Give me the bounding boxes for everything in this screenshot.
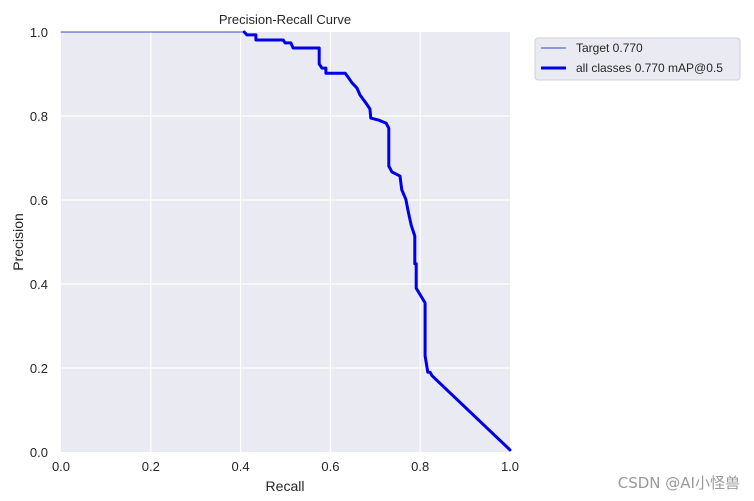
y-tick-label: 0.0 (30, 445, 48, 460)
x-tick-label: 0.6 (321, 459, 339, 474)
x-tick-label: 0.4 (232, 459, 250, 474)
x-tick-label: 0.8 (411, 459, 429, 474)
plot-area (61, 32, 510, 452)
y-tick-label: 0.6 (30, 193, 48, 208)
y-tick-label: 0.2 (30, 361, 48, 376)
watermark: CSDN @AI小怪兽 (617, 474, 740, 492)
x-tick-label: 0.0 (52, 459, 70, 474)
legend-box (534, 37, 741, 81)
legend-item-all-classes: all classes 0.770 mAP@0.5 (576, 61, 723, 75)
x-axis-label: Recall (266, 478, 305, 494)
grid-lines (61, 32, 510, 452)
y-axis-label: Precision (10, 213, 26, 271)
y-axis-ticks: 0.0 0.2 0.4 0.6 0.8 1.0 (30, 25, 48, 460)
all-classes-curve-line (242, 30, 512, 452)
y-tick-label: 0.8 (30, 109, 48, 124)
legend-item-target: Target 0.770 (576, 41, 643, 55)
x-axis-ticks: 0.0 0.2 0.4 0.6 0.8 1.0 (52, 459, 519, 474)
x-tick-label: 1.0 (501, 459, 519, 474)
chart-title: Precision-Recall Curve (219, 12, 351, 27)
y-tick-label: 0.4 (30, 277, 48, 292)
legend: Target 0.770 all classes 0.770 mAP@0.5 (534, 37, 741, 81)
y-tick-label: 1.0 (30, 25, 48, 40)
x-tick-label: 0.2 (142, 459, 160, 474)
data-series (60, 30, 512, 452)
